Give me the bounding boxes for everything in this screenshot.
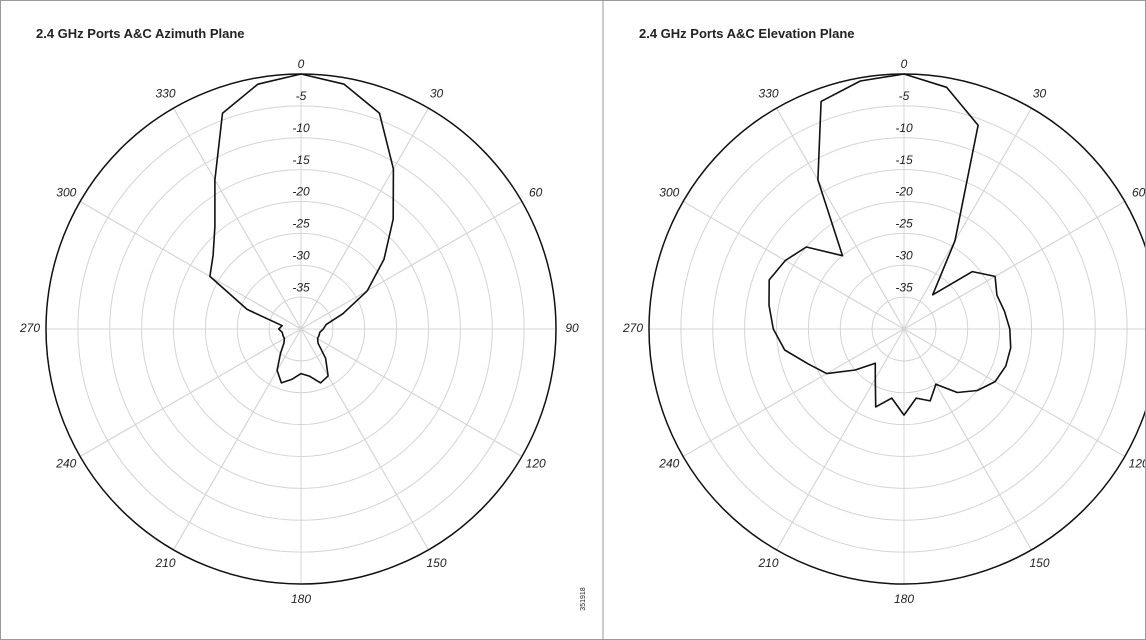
chart-title: 2.4 GHz Ports A&C Azimuth Plane [36, 26, 245, 41]
angle-tick-label: 270 [19, 321, 40, 335]
angle-tick-label: 90 [565, 321, 579, 335]
r-tick-label: 0 [298, 57, 305, 71]
angle-tick-label: 210 [154, 556, 175, 570]
r-tick-label: -30 [292, 248, 310, 262]
pattern-line [768, 73, 1012, 416]
angle-tick-label: 330 [155, 86, 175, 100]
r-tick-label: -20 [292, 185, 310, 199]
angle-tick-label: 60 [1132, 186, 1145, 200]
r-tick-label: -25 [895, 217, 913, 231]
angle-tick-label: 300 [659, 186, 679, 200]
angle-tick-label: 120 [526, 457, 546, 471]
angle-tick-label: 330 [758, 86, 778, 100]
angle-tick-label: 240 [55, 457, 76, 471]
angle-tick-label: 240 [658, 457, 679, 471]
angle-tick-label: 210 [757, 556, 778, 570]
pattern-line [209, 73, 395, 384]
r-tick-label: 0 [901, 57, 908, 71]
r-tick-label: -25 [292, 217, 310, 231]
r-tick-label: -5 [899, 89, 910, 103]
angle-tick-label: 270 [622, 321, 643, 335]
chart: 2.4 GHz Ports A&C Elevation Plane 0 -5 -10 -… [622, 26, 1145, 606]
r-tick-label: -10 [895, 121, 913, 135]
r-tick-label: -35 [895, 280, 913, 294]
angle-tick-label: 30 [430, 86, 444, 100]
r-tick-label: -20 [895, 185, 913, 199]
divider [602, 1, 604, 639]
figure-id: 351918 [580, 587, 587, 610]
chart-title: 2.4 GHz Ports A&C Elevation Plane [639, 26, 855, 41]
r-tick-label: -35 [292, 280, 310, 294]
angle-tick-label: 180 [291, 592, 311, 606]
r-tick-label: -5 [296, 89, 307, 103]
angle-tick-label: 180 [894, 592, 914, 606]
angle-tick-label: 300 [56, 186, 76, 200]
angle-tick-label: 150 [426, 556, 446, 570]
angle-tick-label: 120 [1129, 457, 1145, 471]
angle-tick-label: 150 [1029, 556, 1049, 570]
r-tick-label: -15 [895, 153, 913, 167]
r-tick-label: -15 [292, 153, 310, 167]
r-tick-label: -10 [292, 121, 310, 135]
angle-tick-label: 30 [1033, 86, 1047, 100]
chart: 351918 2.4 GHz Ports A&C Azimuth Plane 0 -… [19, 26, 587, 611]
r-tick-label: -30 [895, 248, 913, 262]
grid-spoke [173, 107, 429, 551]
angle-tick-label: 60 [529, 186, 543, 200]
